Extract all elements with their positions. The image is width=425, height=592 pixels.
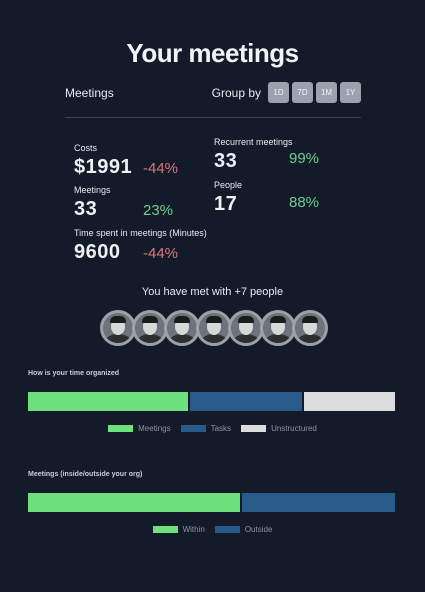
stat-people-label: People	[214, 180, 243, 190]
stat-costs-label: Costs	[74, 143, 98, 153]
stat-costs-value: $1991	[74, 156, 133, 178]
legend-item-unstructured: Unstructured	[241, 424, 317, 433]
stat-costs: Costs $1991 -44%	[74, 143, 224, 179]
legend-swatch	[180, 425, 206, 432]
avatar[interactable]	[228, 310, 264, 346]
stat-time-spent-label: Time spent in meetings (Minutes)	[74, 228, 207, 238]
group-by-1y-button[interactable]: 1Y	[340, 82, 361, 103]
avatar[interactable]	[164, 310, 200, 346]
page-title: Your meetings	[126, 38, 299, 68]
stat-meetings-change: 23%	[143, 202, 174, 219]
group-by-1m-button[interactable]: 1M	[316, 82, 337, 103]
header-row: Meetings Group by 1D 7D 1M 1Y	[65, 82, 361, 110]
avatar-list	[100, 310, 328, 346]
legend-label: Outside	[244, 525, 273, 534]
legend-label: Meetings	[138, 424, 171, 433]
stat-costs-change: -44%	[143, 160, 179, 177]
divider	[65, 117, 361, 118]
legend-swatch	[152, 526, 178, 533]
inside-outside-legend: Within Outside	[0, 525, 425, 534]
avatar[interactable]	[260, 310, 296, 346]
avatar[interactable]	[100, 310, 136, 346]
legend-item-meetings: Meetings	[108, 424, 171, 433]
inside-outside-bar	[28, 493, 395, 512]
stat-meetings-value: 33	[74, 198, 98, 220]
group-by-label: Group by	[211, 85, 261, 100]
bar-segment-within	[28, 493, 240, 512]
legend-label: Tasks	[210, 424, 232, 433]
legend-label: Unstructured	[271, 424, 317, 433]
avatar[interactable]	[132, 310, 168, 346]
legend-item-within: Within	[152, 525, 205, 534]
avatar[interactable]	[292, 310, 328, 346]
stat-recurrent-change: 99%	[289, 150, 320, 167]
group-by-control: Group by 1D 7D 1M 1Y	[212, 82, 361, 103]
stat-recurrent-label: Recurrent meetings	[214, 137, 293, 147]
met-with-text: You have met with +7 people	[141, 286, 284, 298]
section-label: Meetings	[65, 86, 114, 100]
time-organized-legend: Meetings Tasks Unstructured	[0, 424, 425, 433]
group-by-7d-button[interactable]: 7D	[292, 82, 313, 103]
stat-people: People 17 88%	[214, 180, 364, 216]
stat-people-change: 88%	[289, 194, 320, 211]
legend-item-tasks: Tasks	[180, 424, 232, 433]
legend-label: Within	[182, 525, 205, 534]
stat-time-spent: Time spent in meetings (Minutes) 9600 -4…	[74, 228, 234, 264]
legend-swatch	[214, 526, 240, 533]
bar-segment-unstructured	[304, 392, 395, 411]
stat-meetings-label: Meetings	[74, 185, 111, 195]
time-organized-bar	[28, 392, 395, 411]
legend-swatch	[108, 425, 134, 432]
stat-recurrent-value: 33	[214, 150, 238, 172]
legend-swatch	[241, 425, 267, 432]
inside-outside-title: Meetings (inside/outside your org)	[28, 471, 143, 478]
stat-time-spent-change: -44%	[143, 245, 179, 262]
bar-segment-tasks	[189, 392, 303, 411]
stat-recurrent: Recurrent meetings 33 99%	[214, 137, 364, 173]
time-organized-title: How is your time organized	[28, 370, 120, 377]
group-by-1d-button[interactable]: 1D	[268, 82, 289, 103]
stat-time-spent-value: 9600	[74, 241, 121, 263]
bar-segment-meetings	[28, 392, 188, 411]
stat-people-value: 17	[214, 193, 238, 215]
stat-meetings: Meetings 33 23%	[74, 185, 224, 221]
legend-item-outside: Outside	[214, 525, 273, 534]
bar-segment-outside	[241, 493, 395, 512]
avatar[interactable]	[196, 310, 232, 346]
